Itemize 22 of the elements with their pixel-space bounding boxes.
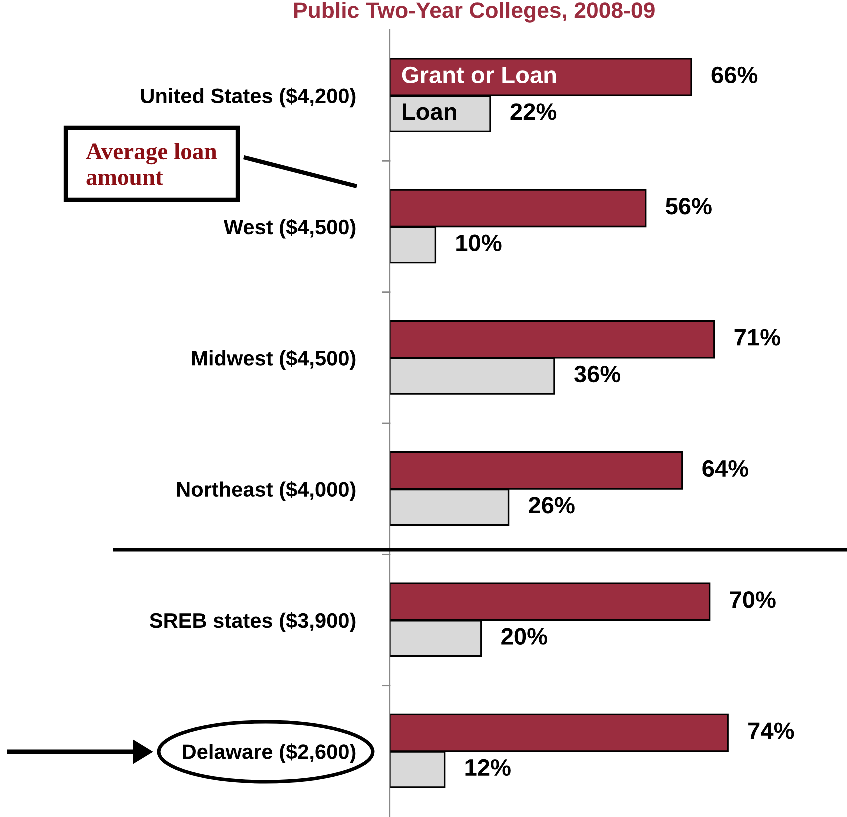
text: Average loan amount (86, 143, 218, 186)
data-label: 10% (456, 234, 502, 252)
data-label: 71% (734, 329, 780, 346)
data-label: 66% (712, 66, 758, 84)
series-label: Loan (403, 104, 456, 120)
data-label: 74% (748, 722, 794, 740)
y-tick-label: United States ($4,200) (141, 88, 356, 108)
series-label: Grant or Loan (402, 66, 556, 84)
data-label: 12% (466, 759, 511, 776)
y-tick-label: Delaware ($2,600) (183, 744, 356, 764)
data-label: 64% (702, 460, 748, 478)
y-tick-label: SREB states ($3,900) (150, 612, 356, 632)
data-label: 22% (510, 104, 557, 120)
data-label: 56% (666, 198, 712, 215)
chart-title: Public Two-Year Colleges, 2008-09 (294, 2, 655, 23)
data-label: 70% (730, 592, 776, 608)
data-label: 36% (574, 366, 621, 383)
y-tick-label: Northeast ($4,000) (177, 481, 356, 502)
data-label: 20% (502, 628, 548, 645)
y-tick-label: Midwest ($4,500) (192, 350, 356, 370)
y-tick-label: West ($4,500) (224, 219, 356, 239)
data-label: 26% (529, 497, 575, 514)
